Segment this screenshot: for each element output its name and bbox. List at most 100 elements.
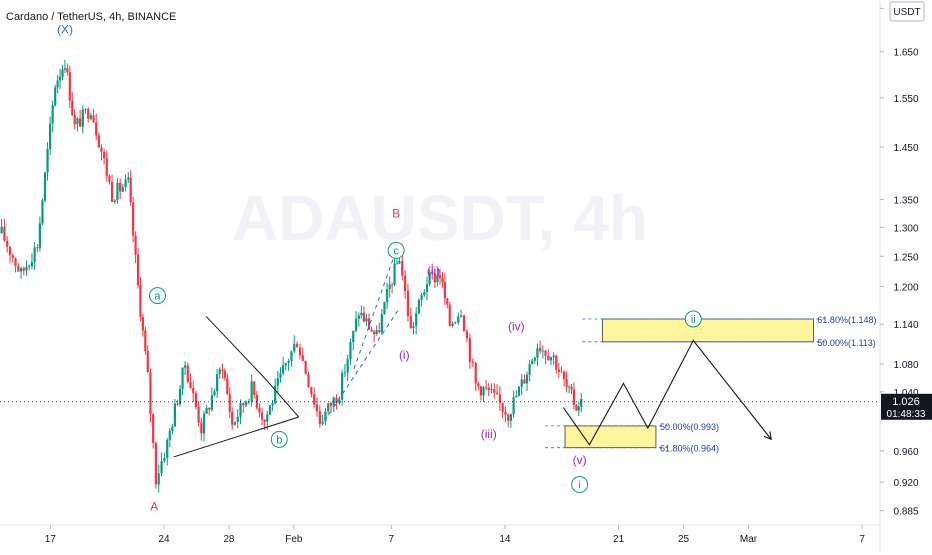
candle-body (71, 100, 74, 115)
candle-body (236, 416, 239, 422)
candle-body (441, 278, 444, 283)
candle-body (223, 370, 226, 379)
time-tick-label: 21 (613, 534, 625, 545)
candle-body (192, 387, 195, 394)
candle-body (485, 387, 488, 389)
wave-label: (iii) (481, 427, 497, 441)
triangle-lower-line (173, 416, 299, 458)
drawings (0, 250, 880, 458)
candle-body (315, 404, 319, 412)
candles (0, 59, 583, 493)
candle-body (28, 266, 31, 267)
candle-body (482, 387, 485, 396)
candle-body (465, 331, 469, 339)
candle-body (298, 347, 302, 356)
candle-body (417, 299, 420, 314)
channel-line (353, 250, 397, 369)
symbol-watermark: ADAUSDT, 4h (232, 182, 648, 254)
candle-body (523, 379, 526, 384)
candle-body (504, 411, 507, 415)
wave-label-circle (571, 476, 589, 494)
candle-body (213, 391, 216, 396)
price-tick-label: 1.140 (893, 320, 918, 331)
fib-level-label: 61.80%(0.964) (660, 444, 719, 454)
candle-body (495, 392, 499, 395)
candle-body (49, 123, 52, 150)
candle-body (296, 343, 299, 348)
candle-body (173, 403, 176, 427)
price-tick-label: 1.040 (893, 388, 918, 399)
candle-body (451, 323, 454, 326)
candle-body (258, 407, 261, 413)
candle-body (552, 355, 555, 358)
candle-body (549, 357, 553, 361)
candle-body (403, 275, 407, 291)
candle-body (385, 289, 389, 302)
candle-body (253, 381, 256, 395)
price-tick-label: 1.300 (893, 223, 918, 234)
currency-button[interactable] (889, 1, 925, 22)
fib-level-label: 50.00%(0.993) (660, 422, 719, 432)
candle-body (304, 360, 307, 374)
candle-body (471, 361, 474, 363)
candle-body (487, 387, 490, 391)
candle-body (509, 414, 512, 421)
candle-body (255, 394, 258, 408)
last-price-badge: 1.026 01:48:33 (881, 393, 932, 420)
candle-body (420, 295, 423, 300)
candle-body (166, 440, 169, 458)
candle-body (97, 135, 100, 148)
last-price-badge-bg (881, 393, 932, 420)
candle-body (477, 383, 480, 387)
price-tick-label: 0.960 (893, 447, 918, 458)
candle-body (310, 387, 313, 395)
candle-body (370, 329, 373, 332)
candle-body (329, 403, 333, 407)
candle-body (178, 389, 182, 405)
candle-body (54, 87, 57, 106)
chart-title: Cardano / TetherUS, 4h, BINANCE (6, 11, 176, 23)
candle-body (189, 381, 192, 388)
candle-body (266, 414, 269, 422)
wave-label: (i) (399, 348, 410, 362)
wave-label: ii (691, 314, 696, 326)
time-axis[interactable]: 17 24 28 Feb 7 14 21 25 Mar 7 (45, 525, 866, 545)
candle-body (25, 266, 28, 271)
time-tick-label: Mar (740, 534, 758, 545)
candle-body (570, 386, 573, 390)
candle-body (301, 355, 304, 361)
candle-body (95, 122, 98, 136)
candle-body (327, 403, 330, 412)
candle-body (360, 312, 363, 316)
price-tick-label: 1.250 (893, 252, 918, 263)
candle-body (507, 414, 510, 421)
time-tick-label: 14 (499, 534, 511, 545)
candle-body (87, 109, 90, 119)
candle-body (423, 292, 426, 296)
candle-body (395, 263, 399, 265)
candle-body (73, 114, 76, 125)
wave-label: (v) (573, 453, 587, 467)
candle-body (139, 284, 142, 317)
candle-body (528, 364, 531, 375)
wave-label-circle (148, 287, 166, 305)
candle-body (205, 407, 208, 414)
candle-body (89, 115, 93, 119)
candle-body (171, 426, 174, 432)
candle-body (539, 348, 542, 352)
candle-body (474, 362, 477, 384)
candle-body (181, 367, 184, 390)
candle-body (136, 254, 140, 285)
candle-body (580, 398, 583, 407)
candle-body (239, 402, 242, 417)
candle-body (100, 147, 103, 152)
candle-body (33, 247, 36, 262)
candle-body (321, 421, 324, 424)
candle-body (354, 318, 358, 331)
candle-body (144, 330, 147, 352)
candle-body (375, 330, 378, 334)
price-tick-label: 1.200 (893, 282, 918, 293)
